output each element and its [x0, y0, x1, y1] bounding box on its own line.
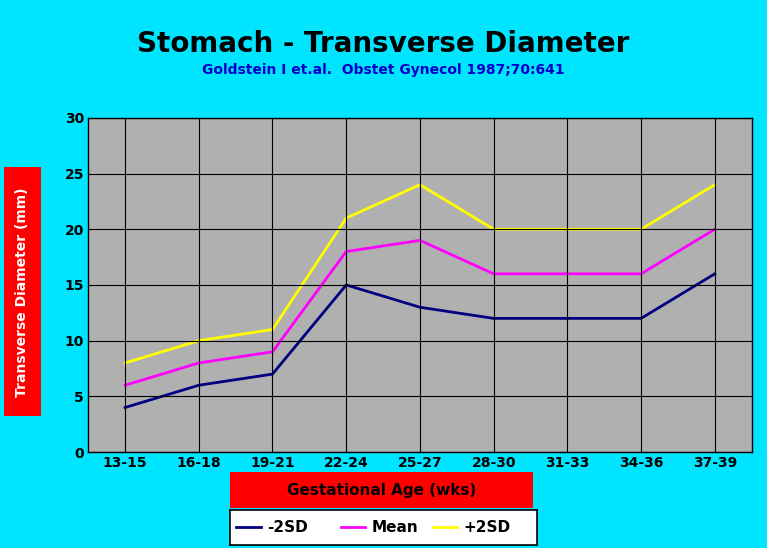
Text: Stomach - Transverse Diameter: Stomach - Transverse Diameter	[137, 30, 630, 58]
Text: Mean: Mean	[371, 520, 418, 535]
Text: Gestational Age (wks): Gestational Age (wks)	[287, 483, 476, 498]
Text: Goldstein I et.al.  Obstet Gynecol 1987;70:641: Goldstein I et.al. Obstet Gynecol 1987;7…	[202, 63, 565, 77]
Text: +2SD: +2SD	[463, 520, 510, 535]
Text: -2SD: -2SD	[267, 520, 308, 535]
Text: Transverse Diameter (mm): Transverse Diameter (mm)	[15, 187, 29, 397]
